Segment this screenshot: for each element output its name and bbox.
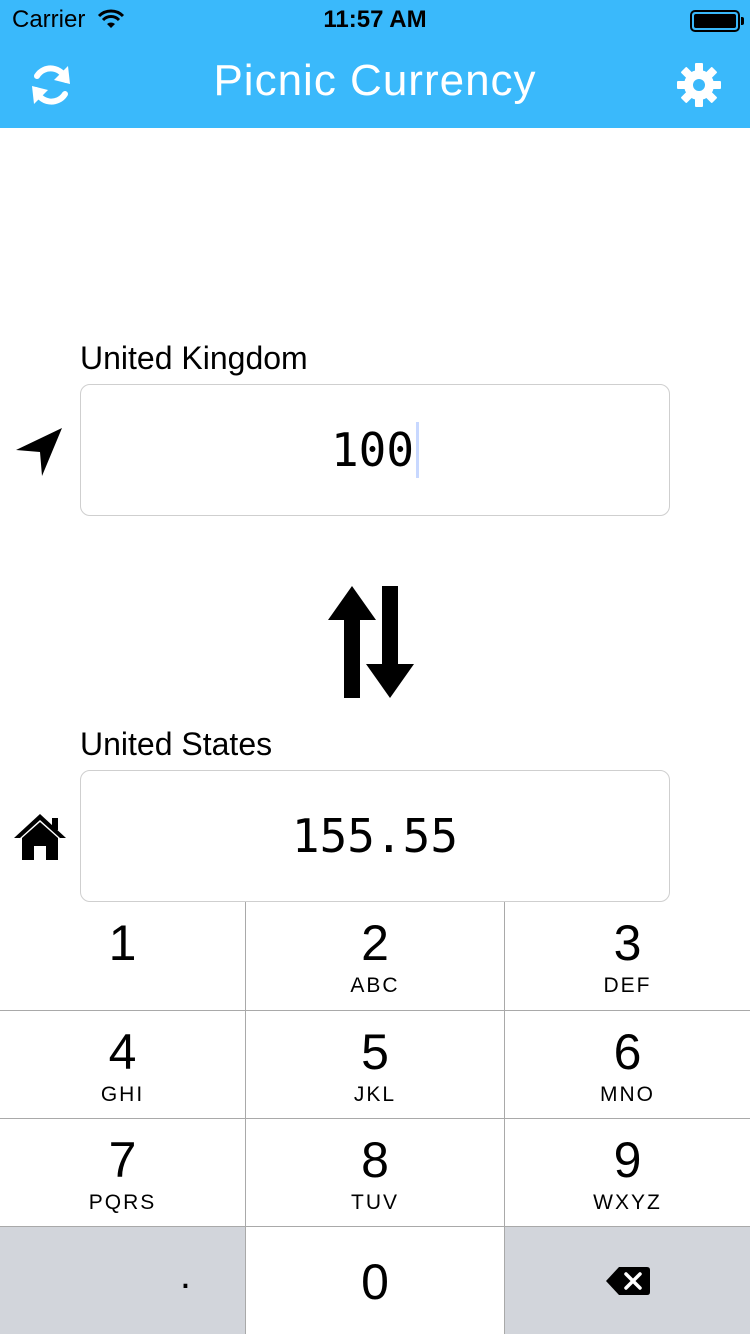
key-6[interactable]: 6 MNO xyxy=(505,1010,750,1118)
key-4[interactable]: 4 GHI xyxy=(0,1010,245,1118)
status-time: 11:57 AM xyxy=(0,6,750,34)
home-icon[interactable] xyxy=(12,812,68,862)
to-amount-value: 155.55 xyxy=(292,809,458,863)
status-bar: Carrier 11:57 AM xyxy=(0,0,750,40)
key-1[interactable]: 1 xyxy=(0,902,245,1010)
gear-icon[interactable] xyxy=(676,62,722,108)
numeric-keypad: 1 2 ABC 3 DEF 4 GHI 5 JKL 6 MNO 7 PQRS 8… xyxy=(0,902,750,1334)
key-2[interactable]: 2 ABC xyxy=(245,902,505,1010)
location-arrow-icon[interactable] xyxy=(14,426,66,478)
from-amount-value: 100 xyxy=(331,423,414,477)
swap-arrows-icon[interactable] xyxy=(328,586,414,698)
key-7[interactable]: 7 PQRS xyxy=(0,1118,245,1226)
from-amount-input[interactable]: 100 xyxy=(80,384,670,516)
backspace-icon xyxy=(605,1265,651,1297)
text-cursor xyxy=(416,422,419,478)
key-0[interactable]: 0 xyxy=(245,1226,505,1334)
key-8[interactable]: 8 TUV xyxy=(245,1118,505,1226)
key-3[interactable]: 3 DEF xyxy=(505,902,750,1010)
from-country-label: United Kingdom xyxy=(80,340,308,377)
to-country-label: United States xyxy=(80,726,272,763)
key-decimal[interactable]: . xyxy=(0,1226,245,1334)
to-amount-field[interactable]: 155.55 xyxy=(80,770,670,902)
app-title: Picnic Currency xyxy=(0,56,750,106)
key-9[interactable]: 9 WXYZ xyxy=(505,1118,750,1226)
key-5[interactable]: 5 JKL xyxy=(245,1010,505,1118)
battery-icon xyxy=(690,10,740,32)
nav-bar: Picnic Currency xyxy=(0,40,750,128)
key-delete[interactable] xyxy=(505,1226,750,1334)
